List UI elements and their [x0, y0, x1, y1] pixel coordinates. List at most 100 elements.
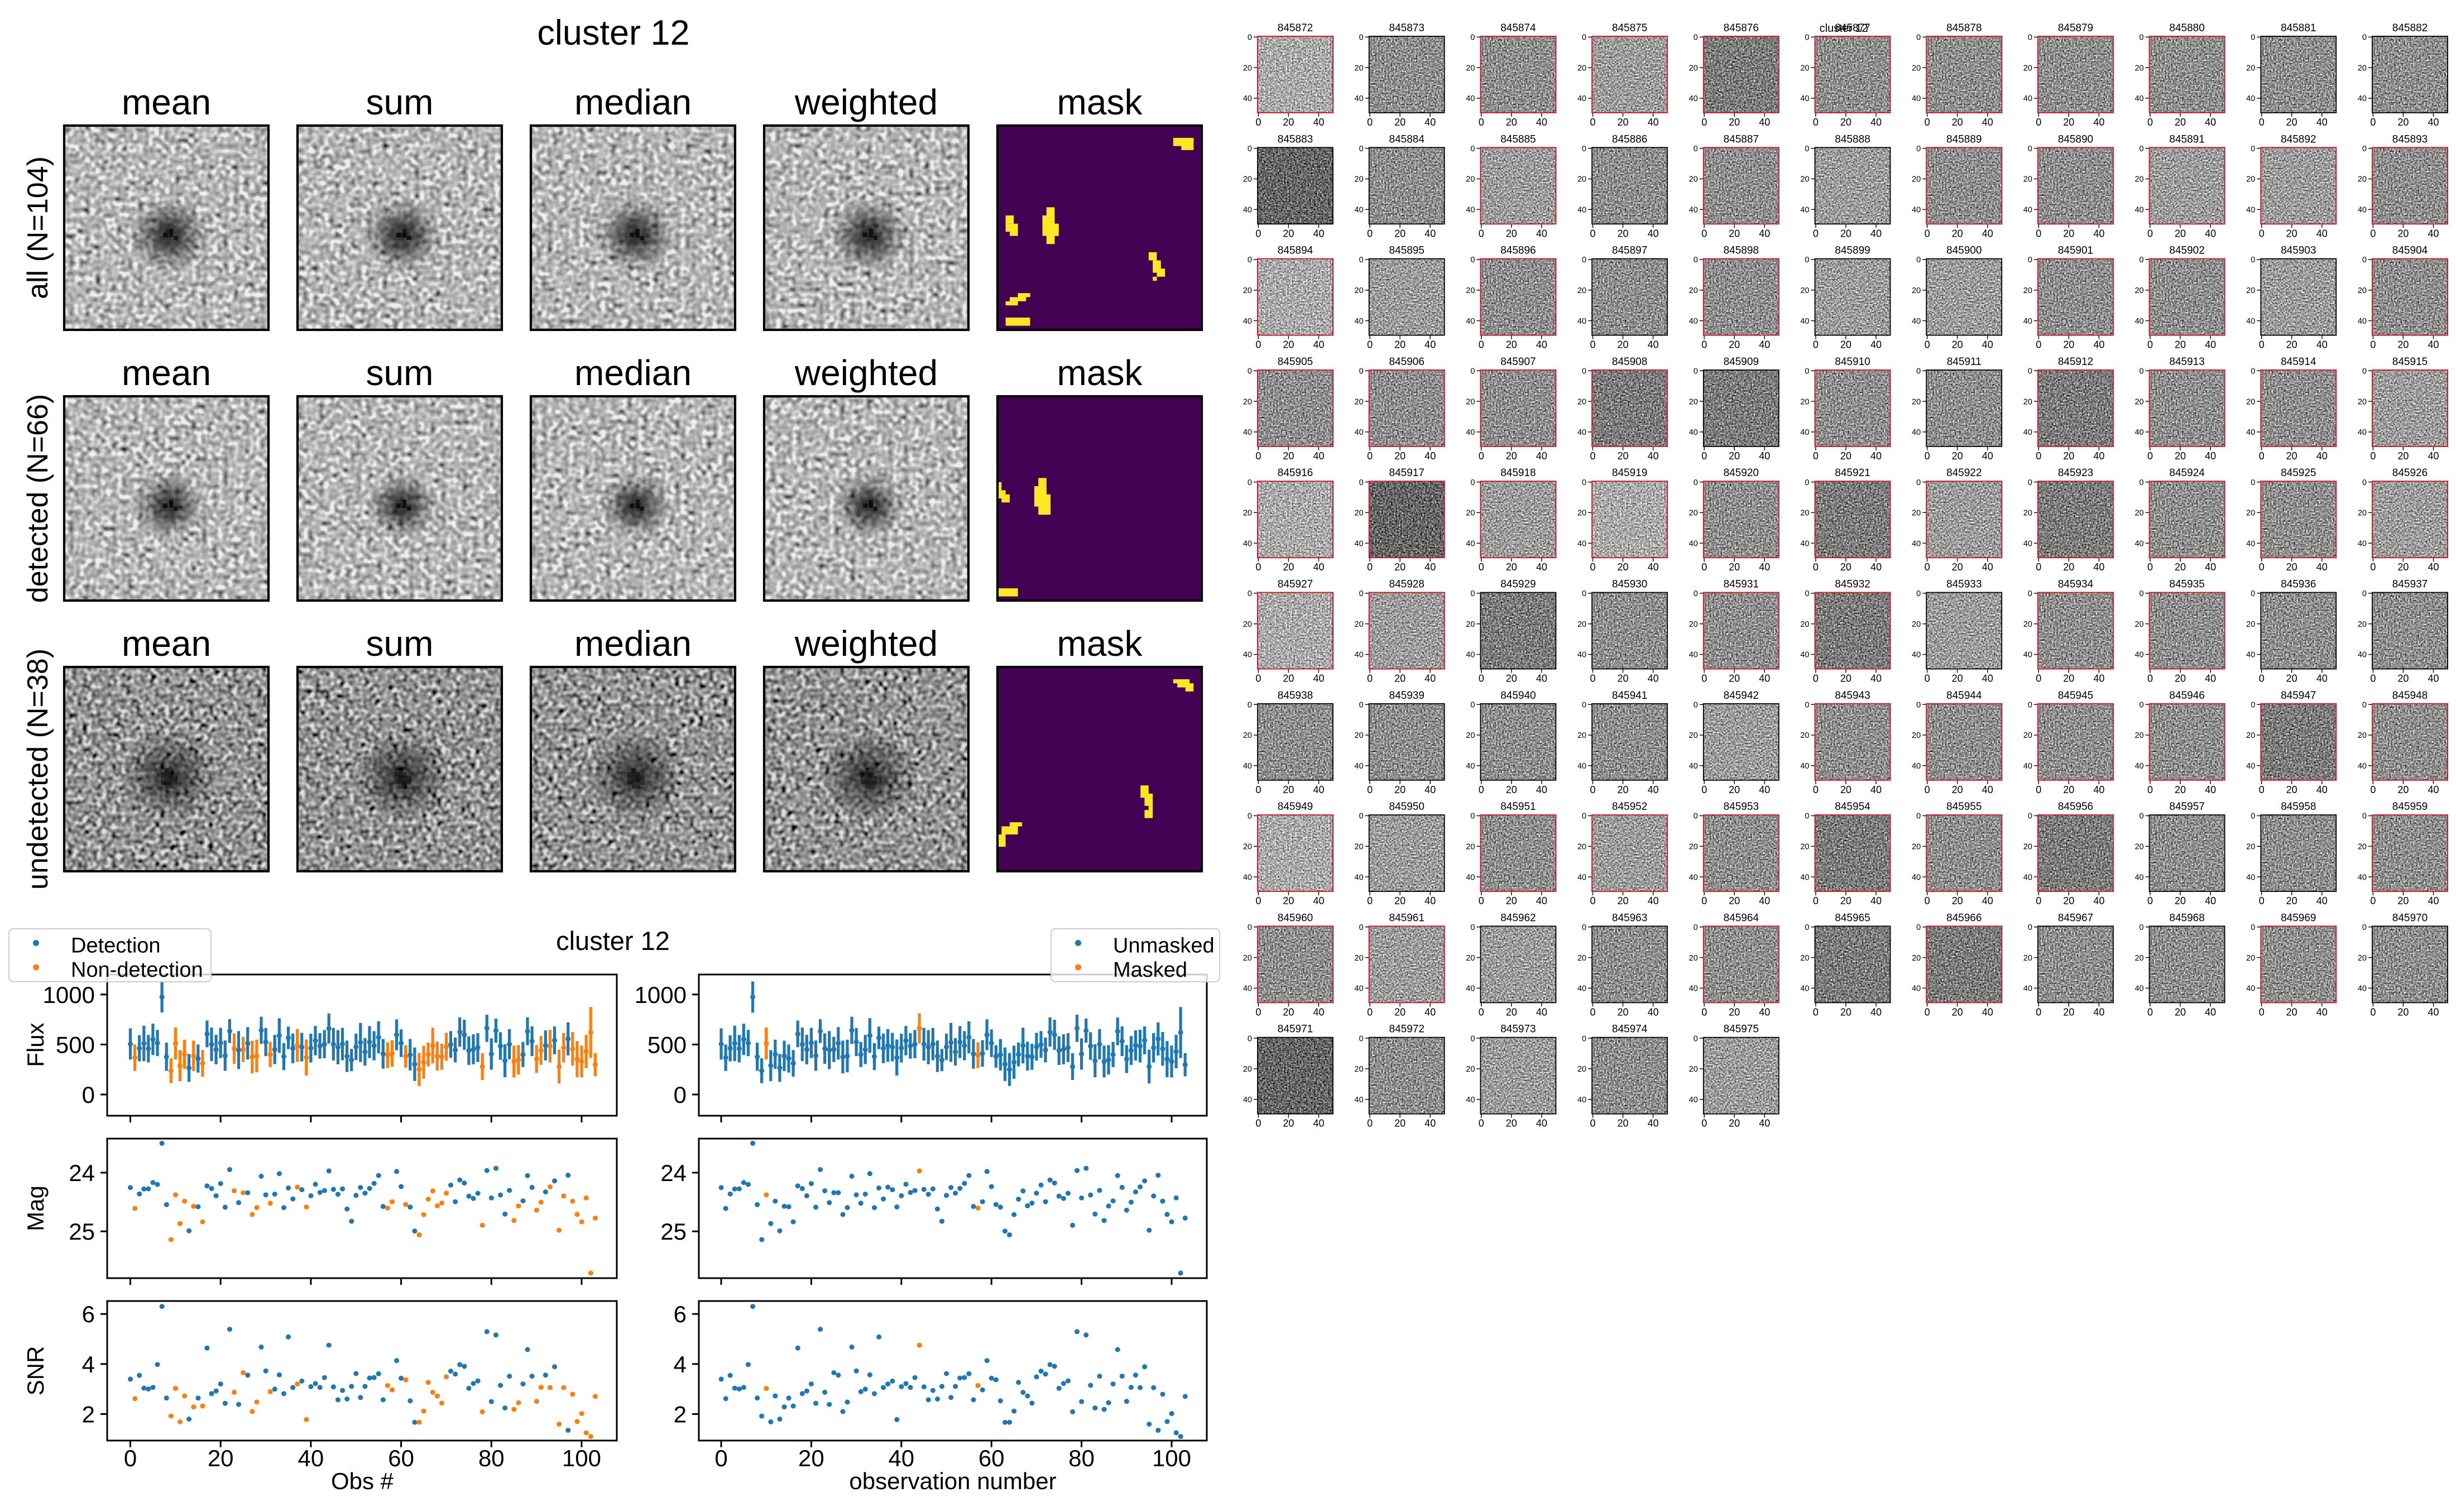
svg-text:6: 6 — [674, 1301, 687, 1327]
svg-text:845939: 845939 — [1389, 690, 1424, 702]
svg-text:845906: 845906 — [1389, 356, 1424, 368]
svg-text:1000: 1000 — [635, 982, 687, 1008]
svg-text:845921: 845921 — [1835, 467, 1870, 479]
svg-text:845974: 845974 — [1612, 1024, 1648, 1035]
svg-text:0: 0 — [124, 1445, 137, 1471]
svg-text:845958: 845958 — [2281, 801, 2316, 813]
svg-text:0: 0 — [714, 1445, 727, 1471]
svg-text:weighted: weighted — [794, 623, 938, 664]
svg-text:60: 60 — [978, 1445, 1005, 1471]
svg-text:845872: 845872 — [1278, 22, 1313, 34]
svg-text:1000: 1000 — [43, 982, 95, 1008]
svg-text:80: 80 — [478, 1445, 505, 1471]
svg-text:845975: 845975 — [1724, 1024, 1759, 1035]
svg-text:845889: 845889 — [1946, 133, 1982, 145]
svg-text:845916: 845916 — [1278, 467, 1313, 479]
svg-text:845957: 845957 — [2169, 801, 2204, 813]
svg-text:845877: 845877 — [1835, 22, 1870, 34]
svg-text:845954: 845954 — [1835, 801, 1870, 813]
svg-text:weighted: weighted — [794, 82, 938, 122]
svg-text:845891: 845891 — [2169, 133, 2204, 145]
svg-text:845937: 845937 — [2392, 579, 2428, 591]
svg-text:845965: 845965 — [1835, 912, 1870, 924]
svg-text:845961: 845961 — [1389, 912, 1424, 924]
svg-text:80: 80 — [1068, 1445, 1095, 1471]
svg-text:40: 40 — [298, 1445, 324, 1471]
svg-text:845942: 845942 — [1724, 690, 1759, 702]
svg-text:SNR: SNR — [22, 1346, 49, 1396]
svg-text:mean: mean — [122, 623, 211, 664]
svg-text:845944: 845944 — [1946, 690, 1982, 702]
svg-text:845943: 845943 — [1835, 690, 1870, 702]
svg-text:845874: 845874 — [1500, 22, 1536, 34]
svg-text:845960: 845960 — [1278, 912, 1313, 924]
svg-text:845899: 845899 — [1835, 245, 1870, 257]
svg-text:845950: 845950 — [1389, 801, 1424, 813]
svg-text:Flux: Flux — [22, 1023, 49, 1067]
svg-text:25: 25 — [660, 1218, 687, 1245]
svg-text:4: 4 — [82, 1351, 95, 1377]
svg-text:845959: 845959 — [2392, 801, 2428, 813]
svg-text:2: 2 — [82, 1401, 95, 1428]
svg-text:Non-detection: Non-detection — [71, 958, 203, 982]
svg-text:845963: 845963 — [1612, 912, 1647, 924]
svg-text:845879: 845879 — [2058, 22, 2093, 34]
svg-text:845881: 845881 — [2281, 22, 2316, 34]
svg-text:845968: 845968 — [2169, 912, 2204, 924]
svg-text:845971: 845971 — [1278, 1024, 1313, 1035]
svg-text:845912: 845912 — [2058, 356, 2093, 368]
svg-text:845897: 845897 — [1612, 245, 1647, 257]
svg-text:845952: 845952 — [1612, 801, 1647, 813]
svg-text:845945: 845945 — [2058, 690, 2093, 702]
svg-text:845888: 845888 — [1835, 133, 1870, 145]
svg-text:845931: 845931 — [1724, 579, 1759, 591]
svg-text:40: 40 — [888, 1445, 914, 1471]
svg-text:845895: 845895 — [1389, 245, 1424, 257]
svg-text:845894: 845894 — [1278, 245, 1313, 257]
svg-text:845972: 845972 — [1389, 1024, 1424, 1035]
svg-text:845898: 845898 — [1724, 245, 1759, 257]
svg-text:Mag: Mag — [22, 1185, 49, 1231]
svg-text:all (N=104): all (N=104) — [22, 156, 54, 299]
svg-text:845948: 845948 — [2392, 690, 2428, 702]
svg-text:2: 2 — [674, 1401, 687, 1428]
svg-text:845934: 845934 — [2058, 579, 2094, 591]
svg-text:mask: mask — [1057, 623, 1143, 664]
svg-text:845973: 845973 — [1500, 1024, 1536, 1035]
svg-text:100: 100 — [562, 1445, 601, 1471]
svg-text:845910: 845910 — [1835, 356, 1870, 368]
svg-text:845940: 845940 — [1500, 690, 1536, 702]
svg-text:845926: 845926 — [2392, 467, 2428, 479]
svg-text:845966: 845966 — [1946, 912, 1982, 924]
svg-text:845909: 845909 — [1724, 356, 1759, 368]
svg-text:845964: 845964 — [1724, 912, 1759, 924]
svg-text:845970: 845970 — [2392, 912, 2428, 924]
svg-text:sum: sum — [366, 353, 434, 393]
svg-text:median: median — [574, 623, 692, 664]
svg-text:845919: 845919 — [1612, 467, 1647, 479]
svg-text:845876: 845876 — [1724, 22, 1759, 34]
svg-text:weighted: weighted — [794, 353, 938, 393]
svg-text:845962: 845962 — [1500, 912, 1536, 924]
svg-text:undetected (N=38): undetected (N=38) — [22, 649, 54, 890]
svg-text:median: median — [574, 353, 692, 393]
svg-text:845928: 845928 — [1389, 579, 1424, 591]
svg-text:mean: mean — [122, 353, 211, 393]
svg-text:845918: 845918 — [1500, 467, 1536, 479]
svg-text:845884: 845884 — [1389, 133, 1424, 145]
svg-text:Obs #: Obs # — [331, 1468, 394, 1494]
svg-text:845887: 845887 — [1724, 133, 1759, 145]
svg-text:cluster 12: cluster 12 — [1820, 22, 1868, 35]
svg-text:Detection: Detection — [71, 934, 161, 958]
svg-text:845932: 845932 — [1835, 579, 1870, 591]
svg-text:845930: 845930 — [1612, 579, 1647, 591]
svg-text:845925: 845925 — [2281, 467, 2316, 479]
svg-text:24: 24 — [69, 1160, 95, 1186]
svg-text:845883: 845883 — [1278, 133, 1313, 145]
svg-text:845933: 845933 — [1946, 579, 1982, 591]
svg-text:20: 20 — [208, 1445, 234, 1471]
svg-text:sum: sum — [366, 623, 434, 664]
svg-text:0: 0 — [82, 1082, 95, 1108]
svg-text:845941: 845941 — [1612, 690, 1647, 702]
svg-text:845927: 845927 — [1278, 579, 1313, 591]
